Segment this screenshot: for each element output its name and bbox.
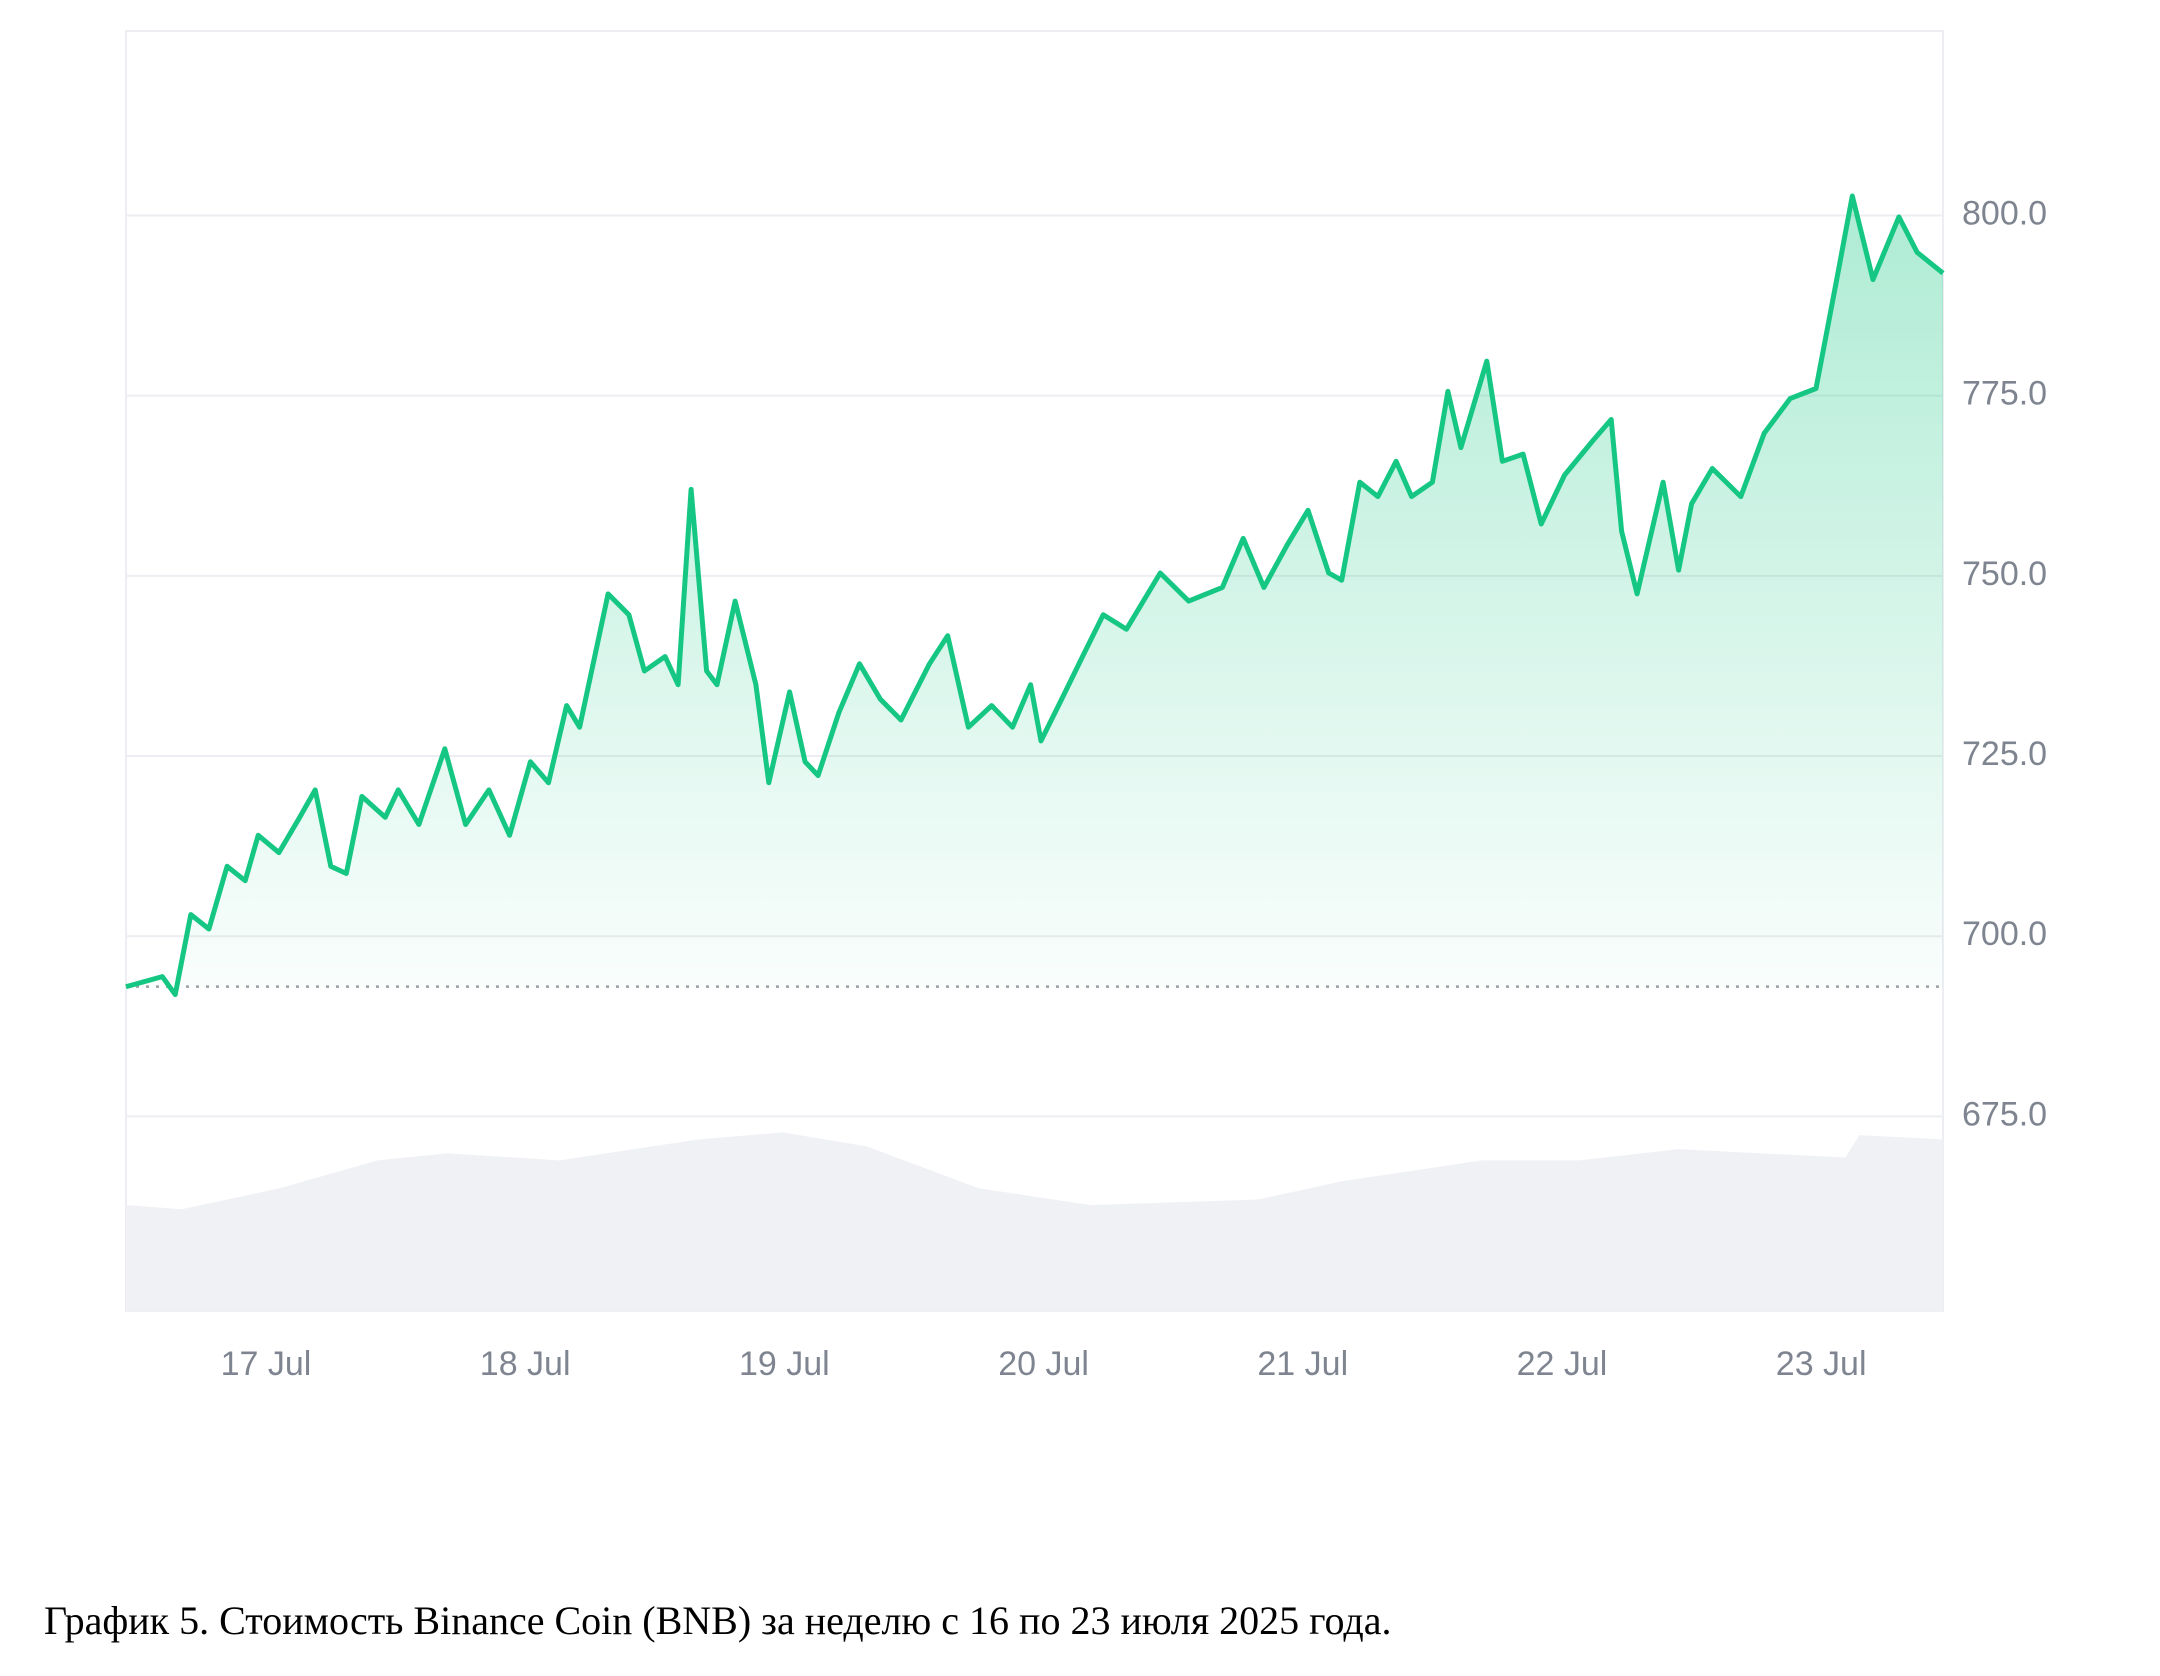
price-line	[125, 193, 1945, 998]
caption: График 5. Стоимость Binance Coin (BNB) з…	[44, 1598, 1391, 1643]
y-tick-label: 800.0	[1962, 194, 2047, 232]
y-tick-label: 725.0	[1962, 735, 2047, 773]
marks	[125, 193, 1945, 998]
y-tick-label: 700.0	[1962, 915, 2047, 953]
x-tick-label: 20 Jul	[998, 1345, 1089, 1383]
x-tick-label: 18 Jul	[480, 1345, 571, 1383]
y-tick-label: 750.0	[1962, 555, 2047, 593]
x-tick-label: 22 Jul	[1517, 1345, 1608, 1383]
y-tick-label: 775.0	[1962, 375, 2047, 413]
x-tick-label: 17 Jul	[221, 1345, 312, 1383]
volume-area	[125, 1132, 1944, 1312]
x-tick-label: 19 Jul	[739, 1345, 830, 1383]
labels: 675.0 700.0 725.0 750.0 775.0 800.0 17 Jul 18 J…	[221, 194, 2047, 1382]
x-tick-label: 21 Jul	[1257, 1345, 1348, 1383]
x-tick-label: 23 Jul	[1776, 1345, 1867, 1383]
area-fill	[126, 196, 1943, 995]
y-tick-label: 675.0	[1962, 1095, 2047, 1133]
volume-shape	[125, 1132, 1944, 1312]
